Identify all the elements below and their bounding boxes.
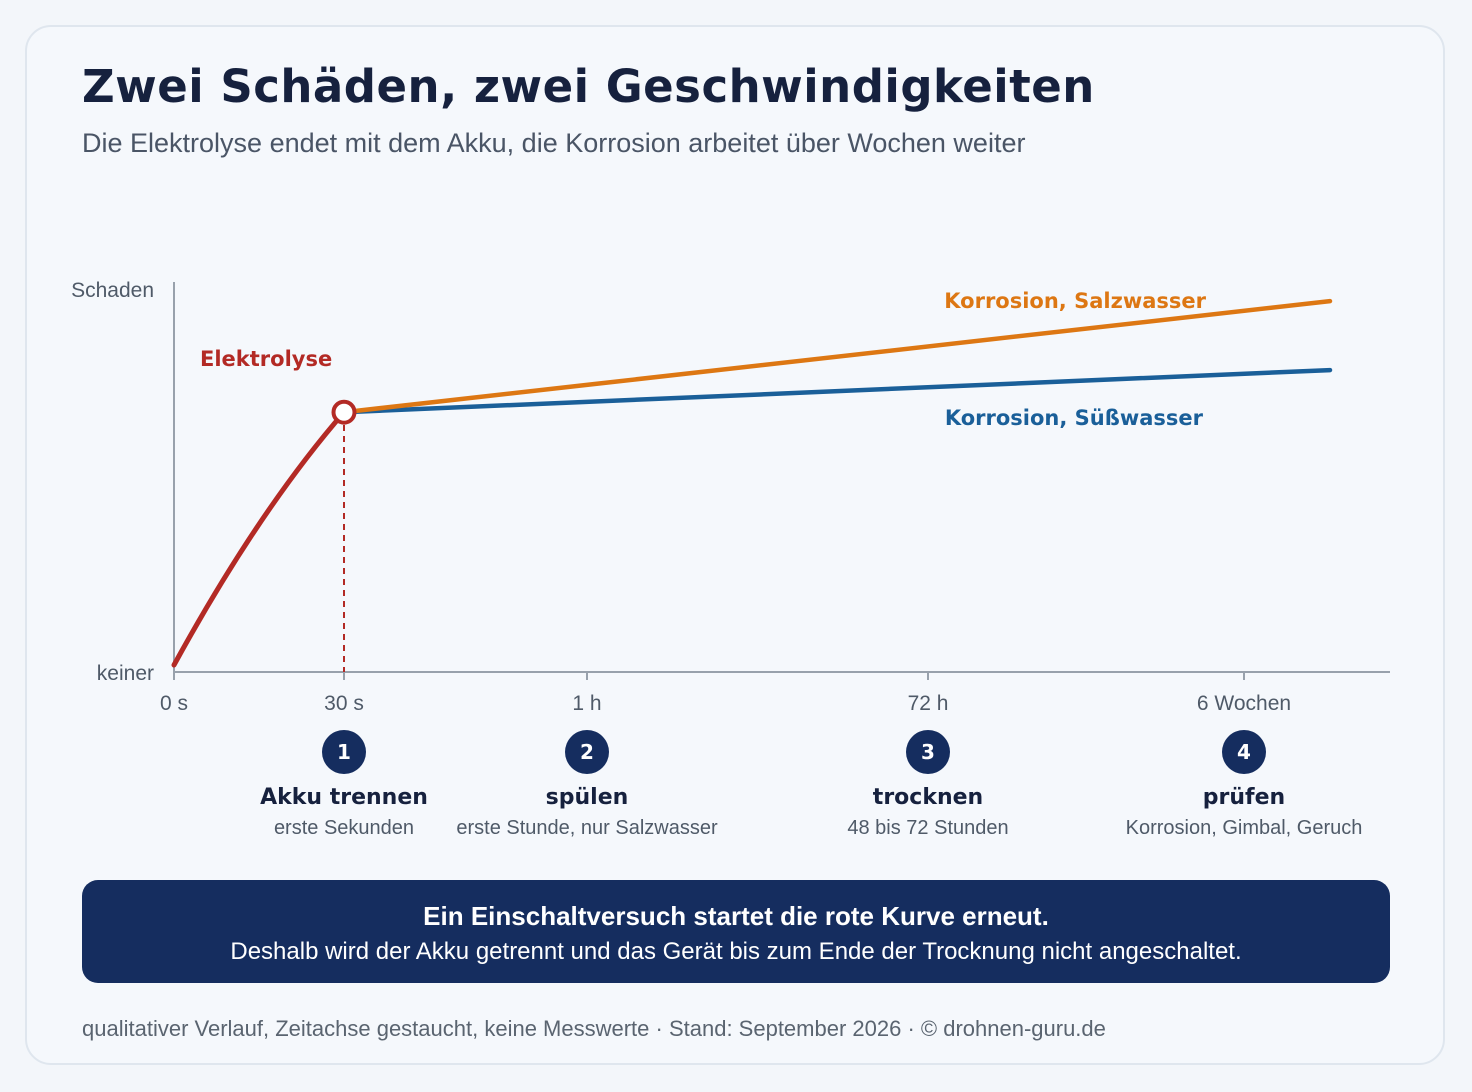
page-title: Zwei Schäden, zwei Geschwindigkeiten bbox=[82, 60, 1095, 113]
akku-trennen-marker-point bbox=[331, 399, 357, 425]
step-number: 3 bbox=[921, 740, 935, 764]
step-title: prüfen bbox=[1203, 785, 1285, 810]
step-subtitle: erste Sekunden bbox=[274, 817, 414, 839]
step-number: 4 bbox=[1237, 740, 1251, 764]
x-tick-label: 0 s bbox=[160, 692, 188, 715]
series-label-salzwasser: Korrosion, Salzwasser bbox=[944, 289, 1206, 313]
step-number: 2 bbox=[580, 740, 594, 764]
series-line-salzwasser bbox=[341, 298, 1333, 415]
x-tick-label: 6 Wochen bbox=[1197, 692, 1291, 715]
series-line-suesswasser bbox=[341, 367, 1333, 415]
step-number: 1 bbox=[337, 740, 351, 764]
step-number-badge bbox=[322, 730, 366, 774]
series-label-elektrolyse: Elektrolyse bbox=[200, 347, 332, 371]
step-title: spülen bbox=[546, 785, 629, 810]
step-subtitle: Korrosion, Gimbal, Geruch bbox=[1126, 817, 1363, 839]
x-tick-label: 30 s bbox=[324, 692, 364, 715]
series-line-elektrolyse bbox=[171, 409, 347, 668]
y-axis-label-top: Schaden bbox=[71, 279, 154, 302]
footer-note: qualitativer Verlauf, Zeitachse gestauch… bbox=[82, 1016, 1106, 1041]
x-tick-label: 72 h bbox=[908, 692, 949, 715]
y-axis-label-bottom: keiner bbox=[97, 662, 154, 685]
step-title: Akku trennen bbox=[260, 785, 428, 810]
step-3: 3 trocknen 48 bis 72 Stunden bbox=[847, 730, 1009, 839]
step-1: 1 Akku trennen erste Sekunden bbox=[260, 730, 428, 839]
x-ticks: 0 s 30 s 1 h 72 h 6 Wochen bbox=[160, 672, 1291, 715]
step-number-badge bbox=[906, 730, 950, 774]
step-subtitle: erste Stunde, nur Salzwasser bbox=[456, 817, 718, 839]
series-label-suesswasser: Korrosion, Süßwasser bbox=[945, 406, 1204, 430]
step-2: 2 spülen erste Stunde, nur Salzwasser bbox=[456, 730, 718, 839]
step-number-badge bbox=[1222, 730, 1266, 774]
step-subtitle: 48 bis 72 Stunden bbox=[847, 817, 1008, 839]
banner-headline: Ein Einschaltversuch startet die rote Ku… bbox=[423, 901, 1049, 931]
banner-text: Deshalb wird der Akku getrennt und das G… bbox=[230, 938, 1242, 965]
step-number-badge bbox=[565, 730, 609, 774]
warning-banner: Ein Einschaltversuch startet die rote Ku… bbox=[82, 880, 1390, 983]
step-title: trocknen bbox=[873, 785, 983, 810]
step-4: 4 prüfen Korrosion, Gimbal, Geruch bbox=[1126, 730, 1363, 839]
x-tick-label: 1 h bbox=[572, 692, 601, 715]
page-subtitle: Die Elektrolyse endet mit dem Akku, die … bbox=[82, 128, 1026, 158]
